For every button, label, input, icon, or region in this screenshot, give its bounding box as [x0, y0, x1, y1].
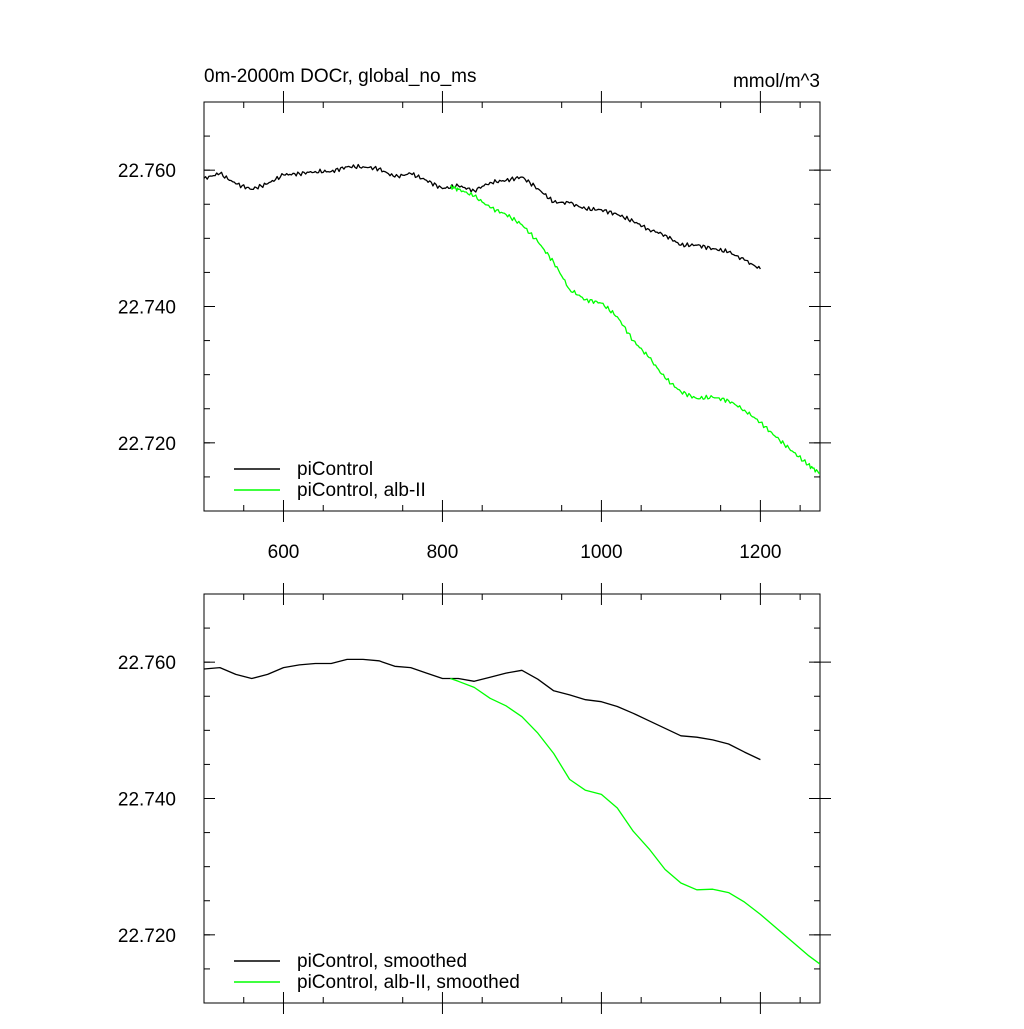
x-tick-label: 800 [427, 542, 459, 563]
y-tick-label: 22.760 [118, 161, 176, 182]
legend-label: piControl [297, 459, 373, 480]
series-line-2 [449, 185, 820, 475]
series-line-1 [204, 163, 761, 270]
y-tick-label: 22.740 [118, 790, 176, 811]
series-line-1 [204, 658, 761, 761]
legend-label: piControl, smoothed [297, 951, 467, 972]
y-tick-label: 22.760 [118, 653, 176, 674]
y-tick-label: 22.720 [118, 926, 176, 947]
legend-label: piControl, alb-II [297, 480, 426, 501]
chart-panel-1: 22.720 22.740 22.760 600 800 1000 1200 0m-2000m… [118, 66, 831, 563]
chart-title: 0m-2000m DOCr, global_no_ms [204, 66, 476, 87]
x-tick-label: 600 [268, 542, 300, 563]
plot-frame [203, 593, 821, 1004]
chart-panel-2: 22.720 22.740 22.760 piControl, smoothedpiC… [118, 583, 831, 1014]
y-tick-label: 22.720 [118, 434, 176, 455]
plot-frame [203, 101, 821, 512]
series-line-2 [450, 677, 820, 965]
y-tick-label: 22.740 [118, 298, 176, 319]
x-tick-label: 1200 [739, 542, 781, 563]
x-tick-label: 1000 [580, 542, 622, 563]
legend-label: piControl, alb-II, smoothed [297, 972, 520, 993]
units-label: mmol/m^3 [733, 71, 820, 92]
